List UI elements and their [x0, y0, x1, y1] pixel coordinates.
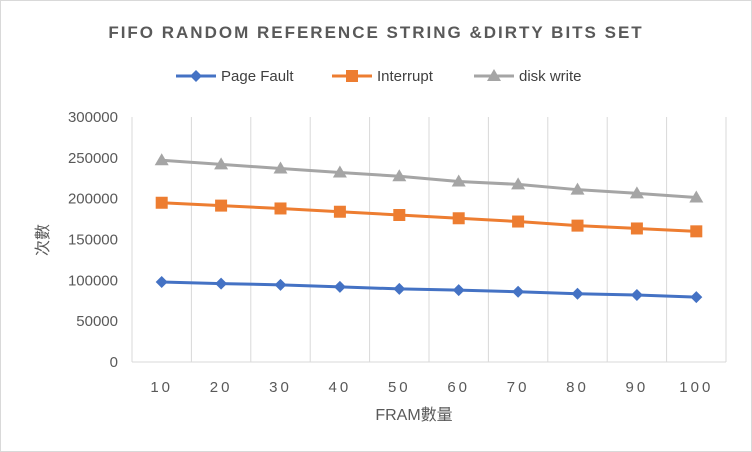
series-line-disk-write — [161, 158, 697, 199]
data-point-page-fault — [155, 275, 168, 288]
data-point-interrupt — [155, 196, 168, 209]
x-axis-title: FRAM數量 — [375, 406, 452, 424]
data-point-disk-write — [154, 153, 169, 166]
data-point-interrupt — [333, 205, 346, 218]
grid — [131, 117, 727, 362]
x-axis-ticks: 10 20 30 40 50 60 70 80 90 100 — [150, 379, 713, 396]
x-tick-label: 80 — [566, 379, 589, 396]
data-point-interrupt — [630, 222, 643, 235]
data-point-disk-write — [689, 190, 704, 203]
series-line-interrupt — [161, 201, 697, 233]
x-tick-label: 10 — [150, 379, 173, 396]
data-point-page-fault — [452, 284, 465, 297]
legend-label: disk write — [519, 68, 582, 85]
x-tick-label: 60 — [447, 379, 470, 396]
y-tick-label: 100000 — [68, 272, 118, 289]
y-axis-title: 次數 — [34, 224, 52, 256]
legend-item-page-fault: Page Fault — [176, 68, 294, 85]
data-point-page-fault — [274, 278, 287, 291]
x-tick-label: 50 — [388, 379, 411, 396]
data-point-page-fault — [571, 287, 584, 300]
data-point-disk-write — [214, 157, 229, 170]
legend-item-disk-write: disk write — [474, 68, 582, 85]
data-point-page-fault — [630, 289, 643, 302]
y-tick-label: 200000 — [68, 191, 118, 208]
series-group — [154, 153, 704, 304]
y-axis-ticks: 0 50000 100000 150000 200000 250000 300000 — [68, 109, 118, 371]
data-point-interrupt — [690, 225, 703, 238]
y-tick-label: 150000 — [68, 232, 118, 249]
legend-item-interrupt: Interrupt — [332, 68, 434, 85]
x-tick-label: 20 — [210, 379, 233, 396]
data-point-disk-write — [629, 186, 644, 199]
legend-label: Interrupt — [377, 68, 434, 85]
data-point-disk-write — [451, 174, 466, 187]
data-point-disk-write — [570, 182, 585, 195]
legend-label: Page Fault — [221, 68, 294, 85]
series-line-page-fault — [161, 280, 697, 299]
series-disk-write — [154, 153, 704, 203]
data-point-disk-write — [332, 165, 347, 178]
data-point-page-fault — [690, 291, 703, 304]
data-point-interrupt — [393, 209, 406, 221]
x-tick-label: 30 — [269, 379, 292, 396]
data-point-interrupt — [571, 219, 584, 232]
data-point-page-fault — [333, 280, 346, 293]
data-point-disk-write — [392, 169, 407, 182]
data-point-interrupt — [512, 215, 525, 228]
x-tick-label: 70 — [507, 379, 530, 396]
x-tick-label: 90 — [626, 379, 649, 396]
x-tick-label: 40 — [329, 379, 352, 396]
data-point-page-fault — [215, 277, 228, 290]
y-tick-label: 250000 — [68, 150, 118, 167]
legend-marker — [346, 70, 358, 82]
data-point-interrupt — [274, 202, 287, 215]
data-point-page-fault — [393, 282, 406, 295]
data-point-page-fault — [512, 285, 525, 298]
data-point-interrupt — [215, 199, 228, 212]
data-point-disk-write — [511, 177, 526, 190]
series-interrupt — [155, 196, 703, 238]
data-point-disk-write — [273, 161, 288, 174]
chart-title: FIFO RANDOM REFERENCE STRING &DIRTY BITS… — [108, 23, 643, 42]
y-tick-label: 0 — [110, 354, 118, 371]
legend-marker — [487, 69, 501, 81]
data-point-interrupt — [452, 212, 465, 225]
legend: Page Fault Interrupt disk write — [176, 68, 582, 85]
y-tick-label: 300000 — [68, 109, 118, 126]
series-page-fault — [155, 275, 703, 304]
legend-marker — [190, 70, 202, 82]
x-tick-label: 100 — [679, 379, 713, 396]
y-tick-label: 50000 — [76, 313, 118, 330]
